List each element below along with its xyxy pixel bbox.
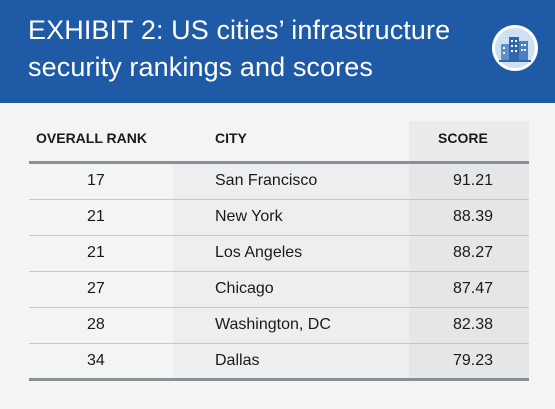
header-overall-rank: OVERALL RANK: [36, 130, 147, 146]
header-city: CITY: [215, 130, 247, 146]
score-cell: 88.27: [452, 244, 493, 261]
city-buildings-icon: [492, 25, 538, 71]
city-cell: New York: [215, 208, 283, 225]
score-cell: 82.38: [452, 316, 493, 333]
table-row: 27 Chicago 87.47: [29, 272, 529, 308]
score-cell: 88.39: [452, 208, 493, 225]
table-row: 21 Los Angeles 88.27: [29, 236, 529, 272]
score-cell: 87.47: [452, 280, 493, 297]
header-score: SCORE: [438, 130, 488, 146]
table-row: 34 Dallas 79.23: [29, 344, 529, 381]
city-cell: Chicago: [215, 280, 274, 297]
rank-cell: 28: [87, 316, 105, 333]
exhibit-header: EXHIBIT 2: US cities’ infrastructure sec…: [0, 0, 555, 103]
table-row: 17 San Francisco 91.21: [29, 164, 529, 200]
rank-cell: 21: [87, 208, 105, 225]
city-cell: San Francisco: [215, 172, 318, 189]
rank-cell: 34: [87, 352, 105, 369]
rank-cell: 21: [87, 244, 105, 261]
table-header-row: OVERALL RANK CITY SCORE: [29, 121, 529, 164]
score-cell: 91.21: [452, 172, 493, 189]
city-cell: Dallas: [215, 352, 260, 369]
score-cell: 79.23: [452, 352, 493, 369]
rankings-table: OVERALL RANK CITY SCORE 17 San Francisco…: [29, 121, 529, 381]
table-row: 28 Washington, DC 82.38: [29, 308, 529, 344]
city-cell: Los Angeles: [215, 244, 303, 261]
rank-cell: 17: [87, 172, 105, 189]
exhibit-title: EXHIBIT 2: US cities’ infrastructure sec…: [28, 15, 451, 82]
score-header-shade: [409, 121, 529, 161]
table-row: 21 New York 88.39: [29, 200, 529, 236]
rank-cell: 27: [87, 280, 105, 297]
city-cell: Washington, DC: [215, 316, 331, 333]
